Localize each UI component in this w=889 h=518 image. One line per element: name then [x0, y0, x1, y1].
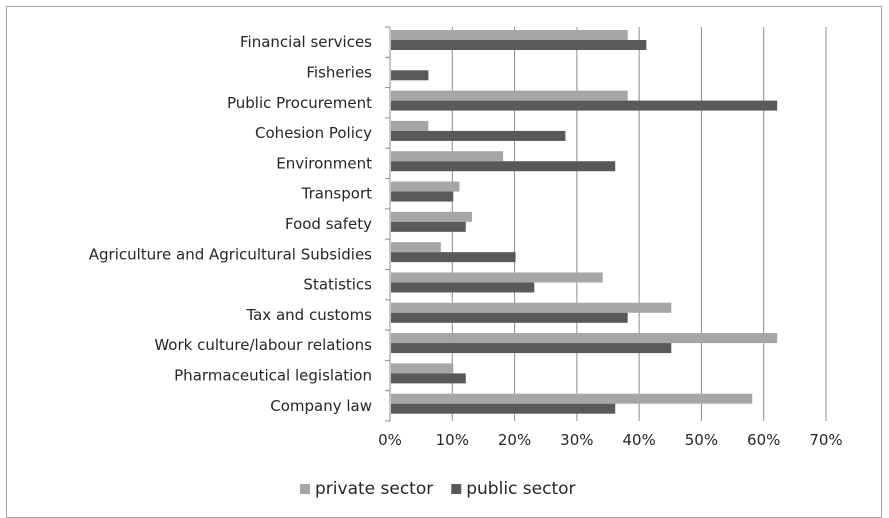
bar-private	[391, 363, 454, 374]
x-tick-label: 70%	[809, 431, 842, 449]
bar-private	[391, 333, 778, 344]
category-label: Tax and customs	[245, 306, 372, 324]
x-tick-label: 20%	[498, 431, 531, 449]
bar-private	[391, 151, 504, 162]
x-tick-label: 10%	[436, 431, 469, 449]
category-label: Public Procurement	[227, 94, 372, 112]
bar-public	[391, 70, 429, 81]
bar-private	[391, 242, 441, 253]
category-label: Work culture/labour relations	[154, 336, 372, 354]
category-label: Statistics	[303, 276, 372, 294]
category-label: Cohesion Policy	[255, 124, 372, 142]
x-tick-label: 50%	[685, 431, 718, 449]
x-tick-label: 40%	[622, 431, 655, 449]
bar-public	[391, 191, 454, 202]
category-label: Agriculture and Agricultural Subsidies	[89, 245, 372, 263]
bar-public	[391, 161, 616, 172]
x-tick-label: 60%	[747, 431, 780, 449]
bar-public	[391, 252, 516, 263]
category-label: Pharmaceutical legislation	[174, 367, 372, 385]
bar-public	[391, 221, 466, 232]
bar-public	[391, 373, 466, 384]
legend-swatch	[451, 484, 462, 494]
bar-private	[391, 90, 628, 101]
bar-public	[391, 40, 647, 50]
category-label: Transport	[301, 185, 373, 203]
bar-private	[391, 272, 603, 283]
bar-public	[391, 312, 628, 323]
bar-private	[391, 302, 672, 313]
category-label: Environment	[276, 154, 372, 172]
legend-swatch	[300, 484, 310, 494]
category-label: Financial services	[240, 33, 372, 51]
bar-public	[391, 343, 672, 354]
x-tick-label: 30%	[560, 431, 593, 449]
legend-label: private sector	[315, 479, 433, 499]
bar-private	[391, 393, 753, 404]
bar-private	[391, 181, 460, 192]
bar-private	[391, 120, 429, 131]
bar-public	[391, 403, 616, 414]
x-tick-label: 0%	[378, 431, 402, 449]
bar-private	[391, 211, 472, 222]
category-label: Fisheries	[306, 63, 372, 81]
legend-label: public sector	[466, 479, 575, 499]
bar-public	[391, 282, 535, 293]
category-label: Company law	[270, 397, 372, 415]
category-label: Food safety	[285, 215, 372, 233]
bar-public	[391, 130, 566, 141]
bar-private	[391, 30, 628, 40]
bar-public	[391, 100, 778, 111]
